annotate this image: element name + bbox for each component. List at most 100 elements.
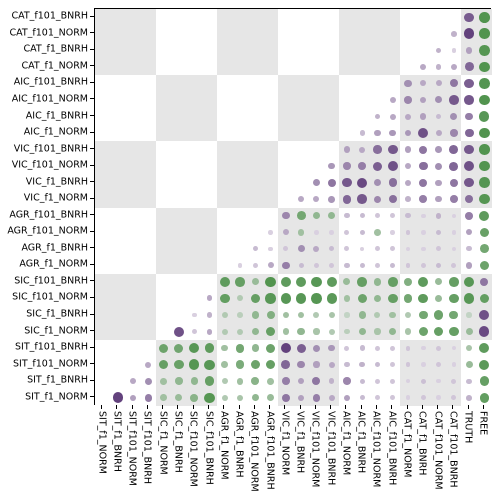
bg-cell — [126, 26, 142, 43]
matrix-cell — [400, 373, 415, 390]
bg-cell — [171, 174, 187, 191]
dot — [297, 211, 306, 220]
matrix-cell — [324, 323, 339, 340]
bg-cell — [339, 26, 355, 43]
dot — [283, 312, 290, 319]
dot — [175, 377, 182, 384]
dot — [390, 246, 395, 251]
bg-cell — [263, 208, 279, 225]
matrix-cell — [370, 323, 385, 340]
dot — [313, 312, 319, 318]
dot — [344, 395, 350, 401]
y-tick — [90, 198, 94, 199]
bg-cell — [294, 75, 310, 92]
dot — [360, 395, 365, 400]
dot — [421, 395, 426, 400]
bg-cell — [141, 208, 157, 225]
bg-cell — [110, 59, 126, 76]
dot — [267, 311, 275, 319]
dot — [465, 113, 473, 121]
bg-cell — [95, 75, 111, 92]
matrix-cell — [202, 323, 217, 340]
dot — [266, 327, 276, 337]
dot — [421, 230, 426, 235]
dot — [360, 213, 365, 218]
matrix-cell — [263, 307, 278, 324]
dot — [344, 329, 350, 335]
dot — [479, 12, 490, 23]
matrix-cell — [431, 373, 446, 390]
bg-cell — [263, 158, 279, 175]
dot — [357, 194, 367, 204]
matrix-cell — [217, 389, 232, 406]
bg-cell — [110, 125, 126, 142]
bg-cell — [370, 42, 386, 59]
dot — [343, 162, 350, 169]
matrix-cell — [339, 323, 354, 340]
matrix-cell — [385, 340, 400, 357]
bg-cell — [187, 191, 203, 208]
matrix-cell — [477, 340, 492, 357]
bg-cell — [278, 9, 294, 26]
bg-cell — [202, 241, 218, 258]
x-tick — [223, 405, 224, 409]
bg-cell — [95, 274, 111, 291]
matrix-cell — [370, 389, 385, 406]
bg-cell — [95, 356, 111, 373]
dot — [452, 230, 457, 235]
matrix-cell — [278, 241, 293, 258]
dot — [479, 211, 489, 221]
matrix-cell — [187, 307, 202, 324]
matrix-cell — [446, 307, 461, 324]
x-label: VIC_f101_NORM — [310, 411, 321, 487]
bg-cell — [217, 191, 233, 208]
dot — [311, 293, 321, 303]
dot — [298, 196, 304, 202]
dot — [329, 362, 335, 368]
bg-cell — [400, 42, 416, 59]
matrix-cell — [431, 323, 446, 340]
bg-cell — [110, 340, 126, 357]
dot — [479, 343, 489, 353]
bg-cell — [263, 92, 279, 109]
matrix-cell — [477, 241, 492, 258]
matrix-cell — [477, 26, 492, 43]
bg-cell — [339, 108, 355, 125]
bg-cell — [370, 92, 386, 109]
matrix-cell — [171, 373, 186, 390]
matrix-cell — [126, 373, 141, 390]
dot — [449, 162, 458, 171]
x-tick — [376, 405, 377, 409]
bg-cell — [294, 141, 310, 158]
dot — [374, 196, 381, 203]
dot — [388, 145, 398, 155]
dot — [479, 78, 489, 88]
bg-cell — [95, 191, 111, 208]
bg-cell — [217, 26, 233, 43]
dot — [375, 346, 380, 351]
dot — [189, 343, 199, 353]
matrix-cell — [416, 356, 431, 373]
bg-cell — [141, 290, 157, 307]
bg-cell — [309, 108, 325, 125]
matrix-cell — [355, 290, 370, 307]
dot — [327, 277, 337, 287]
matrix-cell — [461, 323, 476, 340]
bg-cell — [110, 290, 126, 307]
dot — [344, 312, 349, 317]
bg-cell — [126, 174, 142, 191]
bg-cell — [171, 42, 187, 59]
dot — [421, 263, 426, 268]
dot — [388, 161, 398, 171]
y-label: AIC_f101_NORM — [12, 93, 88, 104]
x-label: SIC_f1_BNRH — [172, 411, 183, 473]
matrix-cell — [446, 224, 461, 241]
dot — [436, 213, 442, 219]
dot — [174, 344, 183, 353]
matrix-cell — [263, 290, 278, 307]
bg-cell — [248, 208, 264, 225]
dot — [237, 395, 243, 401]
bg-cell — [202, 191, 218, 208]
bg-cell — [202, 141, 218, 158]
matrix-cell — [278, 290, 293, 307]
